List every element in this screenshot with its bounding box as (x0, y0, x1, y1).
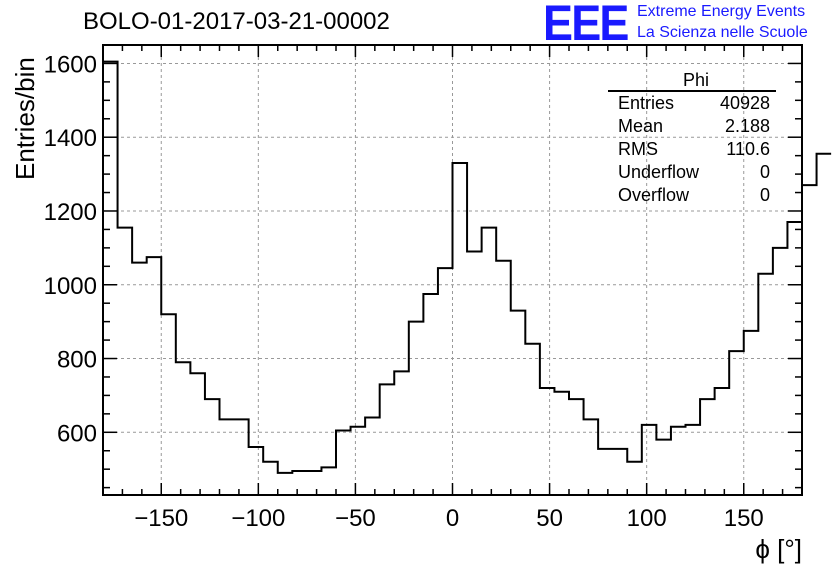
y-tick-label: 1600 (44, 51, 97, 78)
histogram-outline (103, 60, 832, 474)
stats-label: Underflow (618, 162, 700, 182)
histogram-bin (220, 419, 235, 495)
histogram-bin (700, 399, 715, 495)
histogram-bin (613, 449, 628, 495)
histogram-bin (118, 228, 133, 495)
x-tick-label: 100 (627, 505, 667, 532)
histogram-bin (744, 331, 759, 495)
histogram-bin (758, 274, 773, 495)
logo-text-line1: Extreme Energy Events (637, 3, 806, 20)
stats-value: 0 (759, 162, 770, 182)
histogram-bin (161, 314, 176, 495)
stats-row-overflow: Overflow 0 (608, 184, 776, 207)
x-tick-label: 50 (536, 505, 563, 532)
histogram-bin (205, 399, 220, 495)
histogram-bars (103, 60, 832, 495)
y-axis-label: Entries/bin (10, 57, 40, 180)
y-tick-label: 1000 (44, 273, 97, 300)
histogram-bin (540, 388, 555, 495)
stats-label: Overflow (618, 185, 690, 205)
stats-value: 110.6 (726, 139, 770, 159)
stats-row-entries: Entries 40928 (608, 92, 776, 115)
histogram-bin (584, 419, 599, 495)
histogram-bin (394, 371, 409, 495)
histogram-bin (321, 467, 336, 495)
stats-title: Phi (608, 70, 776, 92)
stats-row-underflow: Underflow 0 (608, 161, 776, 184)
y-tick-label: 1400 (44, 125, 97, 152)
histogram-bin (511, 311, 526, 495)
stats-value: 40928 (719, 93, 770, 113)
histogram-bin (554, 392, 569, 495)
histogram-bin (496, 261, 511, 495)
histogram-bin (423, 294, 438, 495)
grid (103, 45, 802, 495)
stats-value: 0 (759, 185, 770, 205)
stats-label: Mean (618, 116, 664, 136)
x-tick-label: −150 (134, 505, 188, 532)
histogram-bin (438, 268, 453, 495)
stats-label: RMS (618, 139, 658, 159)
histogram-bin (147, 257, 162, 495)
histogram-bin (729, 351, 744, 495)
histogram-bin (263, 462, 278, 495)
histogram-bin (817, 154, 832, 495)
histogram-bin (132, 263, 147, 495)
histogram-bin (278, 473, 293, 495)
histogram-bin (627, 462, 642, 495)
histogram-bin (569, 399, 584, 495)
y-tick-label: 800 (57, 347, 97, 374)
histogram-bin (103, 62, 118, 495)
plot-title: BOLO-01-2017-03-21-00002 (83, 8, 390, 35)
x-tick-label: 0 (446, 505, 459, 532)
histogram-bin (773, 248, 788, 495)
histogram-bin (365, 418, 380, 495)
histogram-bin (482, 228, 497, 495)
histogram-bin (642, 425, 657, 495)
axis-ticks (103, 44, 803, 495)
stats-label: Entries (618, 93, 675, 113)
histogram-bin (176, 362, 191, 495)
histogram-bin (380, 384, 395, 495)
histogram-bin (292, 471, 307, 495)
axis-tick-labels: −150 −100 −50 0 50 100 150 600 800 1000 1200 1400 16… (44, 51, 764, 532)
histogram-bin (715, 388, 730, 495)
histogram-bin (467, 252, 482, 495)
eee-logo: EEE (543, 0, 629, 51)
histogram-bin (598, 449, 613, 495)
y-tick-label: 600 (57, 420, 97, 447)
histogram-bin (656, 440, 671, 495)
histogram-bin (671, 427, 686, 495)
stats-box: Phi Entries 40928 Mean 2.188 RMS 110.6 U… (608, 70, 776, 207)
histogram-bin (234, 419, 249, 495)
histogram-bin (686, 425, 701, 495)
x-tick-label: −50 (335, 505, 376, 532)
x-tick-label: −100 (231, 505, 285, 532)
histogram-bin (453, 163, 468, 495)
x-axis-label: ϕ [°] (755, 534, 802, 564)
stats-row-rms: RMS 110.6 (608, 138, 776, 161)
stats-value: 2.188 (724, 116, 770, 136)
stats-row-mean: Mean 2.188 (608, 115, 776, 138)
y-tick-label: 1200 (44, 199, 97, 226)
histogram-bin (307, 471, 322, 495)
histogram-bin (351, 427, 366, 495)
histogram-bin (190, 373, 205, 495)
histogram-bin (802, 185, 817, 495)
histogram-bin (249, 447, 264, 495)
histogram-bin (409, 322, 424, 495)
histogram-bin (336, 430, 351, 495)
logo-text-line2: La Scienza nelle Scuole (637, 24, 808, 41)
histogram-bin (525, 344, 540, 495)
x-tick-label: 150 (724, 505, 764, 532)
